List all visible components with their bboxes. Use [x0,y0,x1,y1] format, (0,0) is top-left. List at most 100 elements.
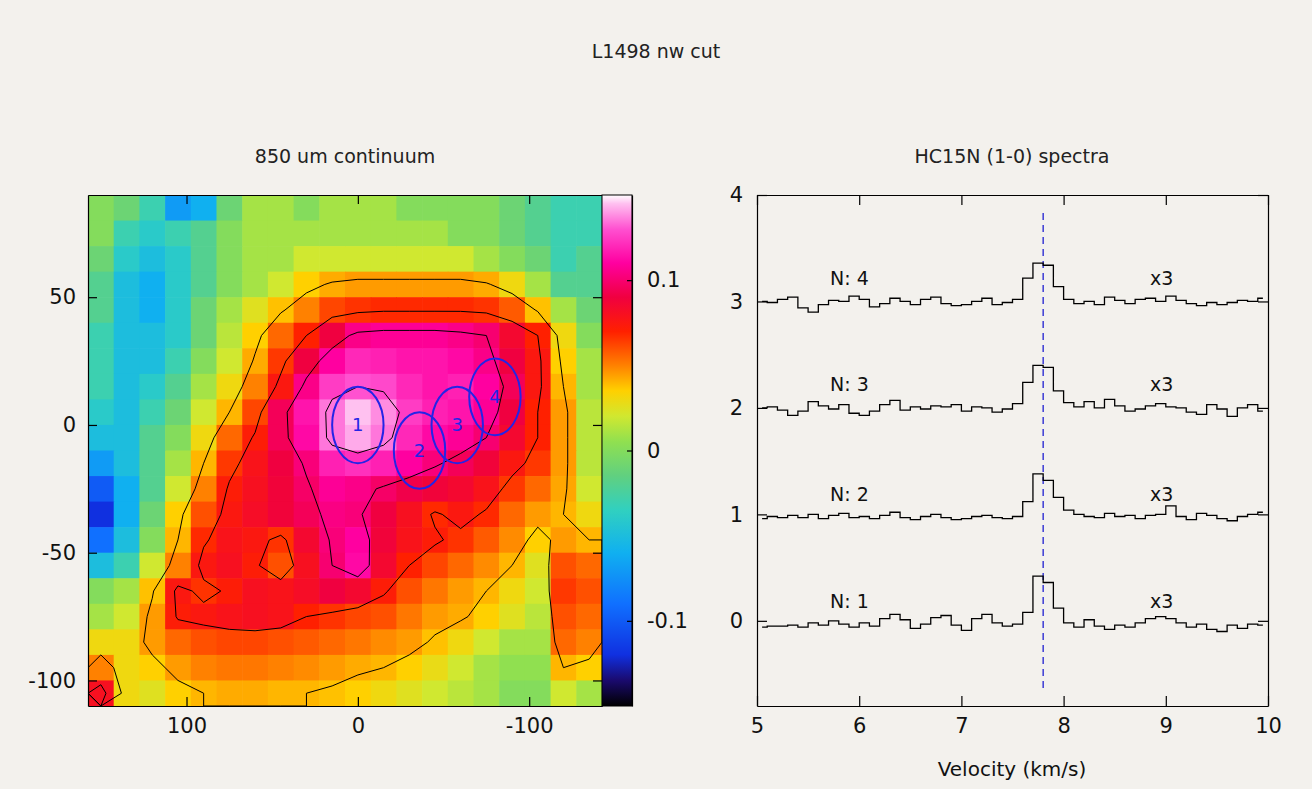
heat-cell [474,527,500,553]
heat-cell [448,348,474,374]
heat-cell [525,297,551,323]
heat-cell [268,246,294,272]
heat-cell [217,272,243,298]
heat-cell [114,272,140,298]
heat-cell [371,553,397,579]
heat-cell [165,221,191,247]
tick-mark [627,450,632,451]
heat-cell [422,629,448,655]
heat-cell [551,195,577,221]
tick-mark [88,680,97,681]
tick-mark [358,195,359,204]
heat-cell [114,374,140,400]
tick-mark [961,696,962,706]
tick-label: 0 [730,609,743,633]
heat-cell [499,655,525,681]
tick [961,195,962,205]
heat-cell [139,425,165,451]
heat-cell [139,604,165,630]
heat-cell [319,246,345,272]
series-label: N: 1 [830,590,869,612]
heatmap-cells [88,195,602,706]
tick: 100 [167,697,207,738]
heat-cell [191,502,217,528]
region-circle [432,387,483,464]
heat-cell [422,323,448,349]
heat-cell [474,680,500,706]
heat-cell [268,297,294,323]
heat-cell [525,604,551,630]
heat-cell [319,629,345,655]
tick: 0 [352,697,365,738]
heat-cell [576,502,602,528]
heat-cell [448,246,474,272]
axis [758,195,1269,205]
heat-cell [551,272,577,298]
heat-cell [165,272,191,298]
heat-cell [371,527,397,553]
heat-cell [448,680,474,706]
heat-cell [217,221,243,247]
heat-cell [242,502,268,528]
heat-cell [88,578,114,604]
heat-cell [217,348,243,374]
contour [287,330,503,576]
tick [859,195,860,205]
heat-cell [525,680,551,706]
heat-cell [499,451,525,477]
heat-cell [499,604,525,630]
heat-cell [499,578,525,604]
heat-cell [525,272,551,298]
heat-cell [88,629,114,655]
heat-cell [294,297,320,323]
heat-cell [319,195,345,221]
tick-label: 9 [1160,714,1173,738]
contour [88,279,602,706]
heat-cell [371,246,397,272]
axis [593,196,603,707]
heat-cell [474,553,500,579]
heat-cell [448,527,474,553]
heat-cell [242,399,268,425]
heat-cell [242,629,268,655]
heat-cell [576,680,602,706]
tick: 2 [730,396,767,420]
figure: L1498 nw cut850 um continuum12341000-100… [0,0,1312,789]
annotation: x3 [1150,590,1173,612]
heat-cell [422,655,448,681]
heat-cell [114,629,140,655]
heat-cell [448,553,474,579]
tick-label: 1 [730,503,743,527]
tick-mark [88,297,97,298]
tick-mark [1166,195,1167,205]
tick-label: -0.1 [647,609,688,633]
heat-cell [499,399,525,425]
heat-cell [448,578,474,604]
heat-cell [551,323,577,349]
tick [1064,195,1065,205]
heat-cell [165,680,191,706]
heat-cell [139,246,165,272]
tick-mark [1063,195,1064,205]
tick-mark [593,425,602,426]
heat-cell [474,297,500,323]
heat-cell [396,374,422,400]
heat-cell [499,502,525,528]
heat-cell [268,680,294,706]
heat-cell [114,655,140,681]
heat-cell [191,578,217,604]
panel-title: 850 um continuum [255,145,435,167]
heat-cell [139,476,165,502]
heat-cell [217,527,243,553]
heat-cell [268,323,294,349]
heat-cell [499,246,525,272]
contour [326,387,400,453]
axis-title: Velocity (km/s) [938,757,1087,781]
tick-mark [186,697,187,706]
tick-label: 10 [1255,714,1282,738]
tick-mark [627,280,632,281]
heat-cell [139,272,165,298]
heat-cell [371,272,397,298]
heat-cell [139,323,165,349]
heat-cell [114,680,140,706]
